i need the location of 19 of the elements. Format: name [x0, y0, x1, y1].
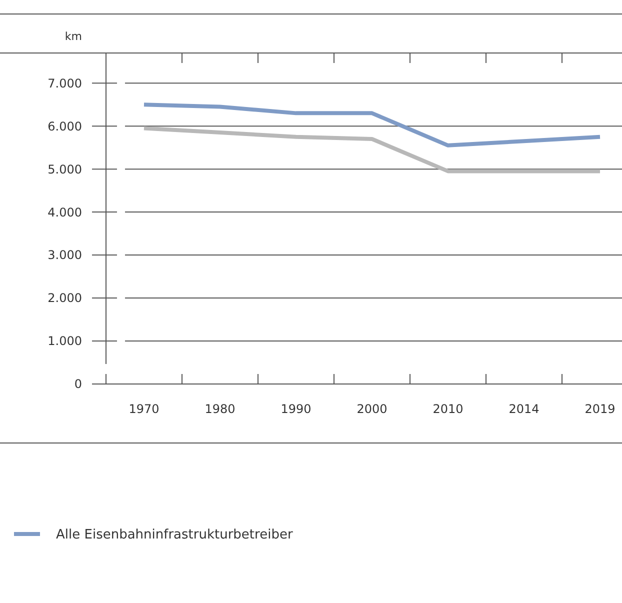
x-tick-label: 1970	[128, 402, 160, 416]
x-tick-label: 2000	[356, 402, 388, 416]
line-series	[142, 126, 602, 174]
legend-label: Alle Eisenbahninfrastrukturbetreiber	[56, 528, 294, 543]
x-tick-label: 2014	[508, 402, 540, 416]
x-tick-label: 1990	[280, 402, 312, 416]
x-tick-label: 2010	[432, 402, 464, 416]
y-tick-label: 3.000	[48, 248, 82, 262]
y-axis-title: km	[64, 30, 82, 43]
line-series	[142, 102, 602, 148]
y-tick-label: 7.000	[48, 76, 82, 90]
x-tick-label: 2019	[584, 402, 616, 416]
x-tick-label: 1980	[204, 402, 236, 416]
y-tick-label: 4.000	[48, 205, 82, 220]
y-tick-label: 2.000	[48, 291, 82, 306]
y-tick-label: 1.000	[48, 334, 82, 348]
y-tick-label: 5.000	[48, 162, 82, 176]
y-tick-label: 6.000	[48, 119, 82, 134]
y-tick-label: 0	[74, 377, 82, 392]
